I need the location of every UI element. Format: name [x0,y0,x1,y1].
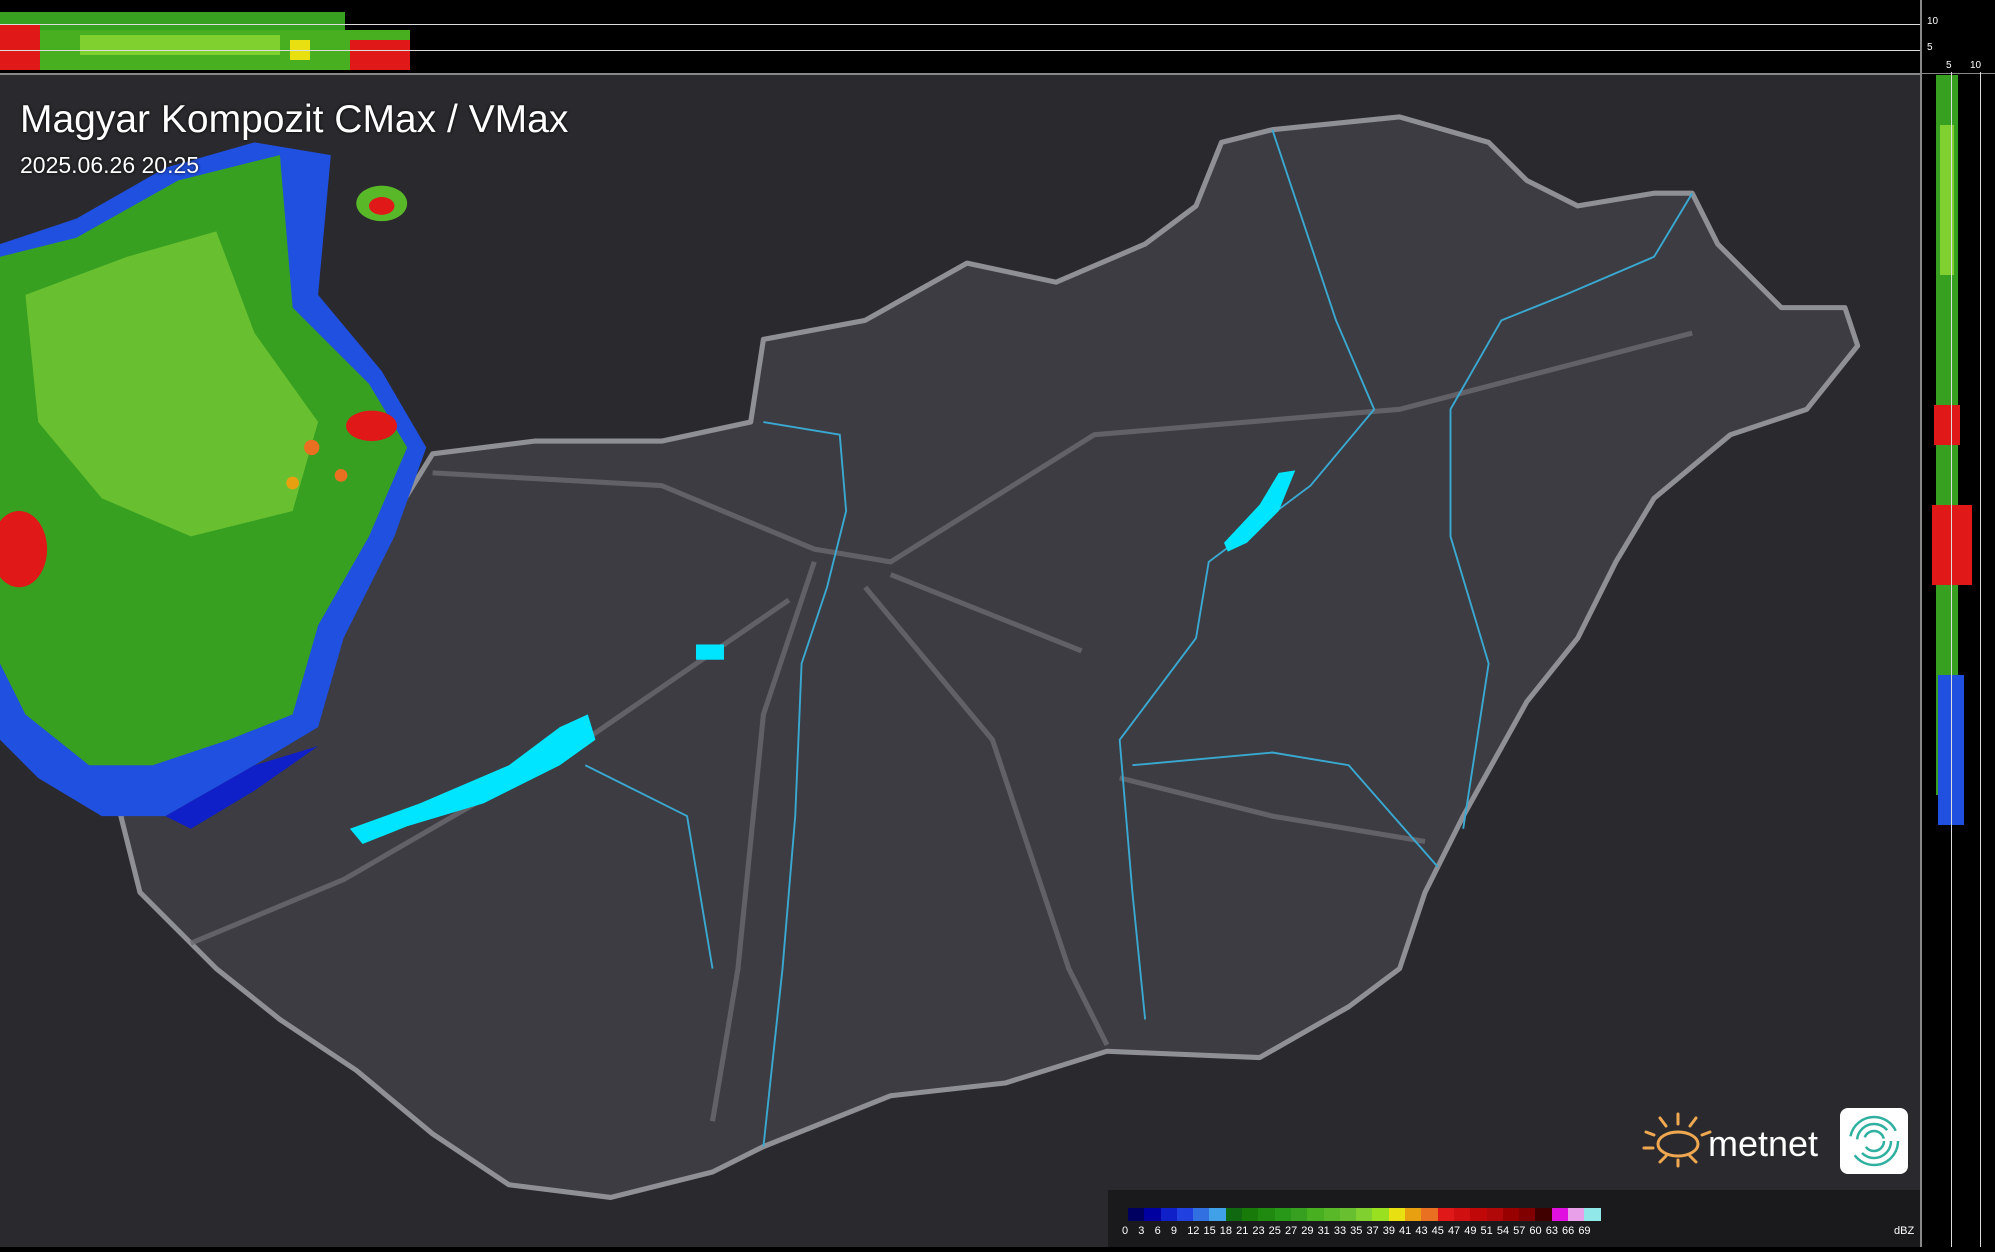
legend-label: 57 [1513,1225,1526,1237]
legend-swatch [1258,1208,1275,1221]
right-axis-label: 10 [1970,60,1982,71]
legend-label: 54 [1496,1225,1510,1237]
gridline-10 [1980,72,1981,1247]
top-axis-label: 10 [1927,16,1939,27]
metnet-logo: metnet [1636,1104,1916,1178]
legend-swatch [1551,1208,1569,1221]
lake-tisza [1224,470,1296,552]
legend-label: 31 [1317,1225,1330,1237]
map-canvas [0,75,1920,1247]
rivers [584,129,1694,1147]
legend-swatch [1209,1208,1226,1221]
right-profile-echoes [1932,75,1972,825]
legend-label: 33 [1333,1225,1347,1237]
legend-swatch [1372,1208,1389,1221]
legend-label: 47 [1447,1225,1461,1237]
legend-color-bar [1128,1208,1601,1221]
legend-swatch [1568,1208,1585,1221]
legend-label: 3 [1138,1225,1145,1237]
legend-label: 25 [1268,1225,1281,1237]
legend-swatch [1421,1208,1438,1221]
timestamp: 2025.06.26 20:25 [20,152,200,178]
roads [189,330,1693,1122]
legend-swatch [1470,1208,1487,1221]
top-profile-echoes [0,12,410,70]
legend-label: 15 [1203,1225,1216,1237]
legend-label: 39 [1382,1225,1395,1237]
legend-swatch [1176,1208,1194,1221]
divider [1922,73,1995,74]
legend-swatch [1160,1208,1177,1221]
radar-map[interactable] [0,75,1920,1247]
gridline-5 [0,50,1920,51]
legend-label: 18 [1219,1225,1233,1237]
legend-swatch [1339,1208,1357,1221]
legend-swatch [1225,1208,1243,1221]
legend-swatch [1193,1208,1210,1221]
legend-label: 35 [1350,1225,1363,1237]
legend-swatch [1242,1208,1259,1221]
legend-swatch [1486,1208,1503,1221]
legend-label: 51 [1480,1225,1493,1237]
legend-label: 49 [1464,1225,1477,1237]
legend-unit: dBZ [1894,1225,1915,1237]
legend-label: 60 [1529,1225,1542,1237]
legend-swatch [1144,1208,1161,1221]
legend-swatch [1405,1208,1422,1221]
legend-swatch [1290,1208,1308,1221]
legend-swatch [1323,1208,1340,1221]
legend-label: 9 [1170,1225,1178,1237]
hungary-country [118,114,1861,1200]
legend-swatch [1388,1208,1406,1221]
legend-label: 63 [1545,1225,1558,1237]
legend-label: 66 [1562,1225,1575,1237]
top-axis-label: 5 [1927,42,1933,53]
legend-label: 37 [1366,1225,1379,1237]
metnet-logo-graphic: metnet [1642,1108,1908,1174]
legend-label: 23 [1252,1225,1265,1237]
legend-swatch [1128,1208,1145,1221]
legend-label: 0 [1122,1225,1129,1237]
legend-label: 43 [1415,1225,1428,1237]
legend-swatch [1535,1208,1552,1221]
lake-velence [695,644,724,660]
legend-label: 27 [1284,1225,1298,1237]
legend-swatch [1356,1208,1373,1221]
legend-swatch [1453,1208,1471,1221]
legend-label: 29 [1301,1225,1314,1237]
legend-swatch [1437,1208,1454,1221]
legend-labels: 0 3 6 9 12 15 18 21 23 25 27 29 31 33 35 37 39 41 43 45 47 49… [1122,1225,1595,1237]
dbz-color-legend: 0 3 6 9 12 15 18 21 23 25 27 29 31 33 35 37 39 41 43 45 47 49… [1108,1190,1920,1247]
gridline-5 [1951,72,1952,1247]
right-axis-label: 5 [1946,60,1952,71]
lake-balaton [349,714,596,845]
sun-icon [1642,1112,1712,1168]
right-profile-panel: 10 5 5 10 [1920,0,1995,1247]
map-title: Magyar Kompozit CMax / VMax [20,98,569,141]
legend-swatch [1584,1208,1601,1221]
legend-label: 12 [1187,1225,1200,1237]
legend-swatch [1274,1208,1291,1221]
legend-swatch [1502,1208,1520,1221]
logo-wordmark: metnet [1708,1123,1818,1164]
legend-swatch [1307,1208,1324,1221]
radar-echoes [0,142,427,829]
legend-label: 6 [1154,1225,1161,1237]
legend-label: 69 [1578,1225,1591,1237]
legend-label: 45 [1431,1225,1444,1237]
top-profile-panel [0,0,1920,75]
gridline-10 [0,24,1920,25]
legend-label: 21 [1236,1225,1249,1237]
legend-swatch [1519,1208,1536,1221]
legend-label: 41 [1399,1225,1412,1237]
